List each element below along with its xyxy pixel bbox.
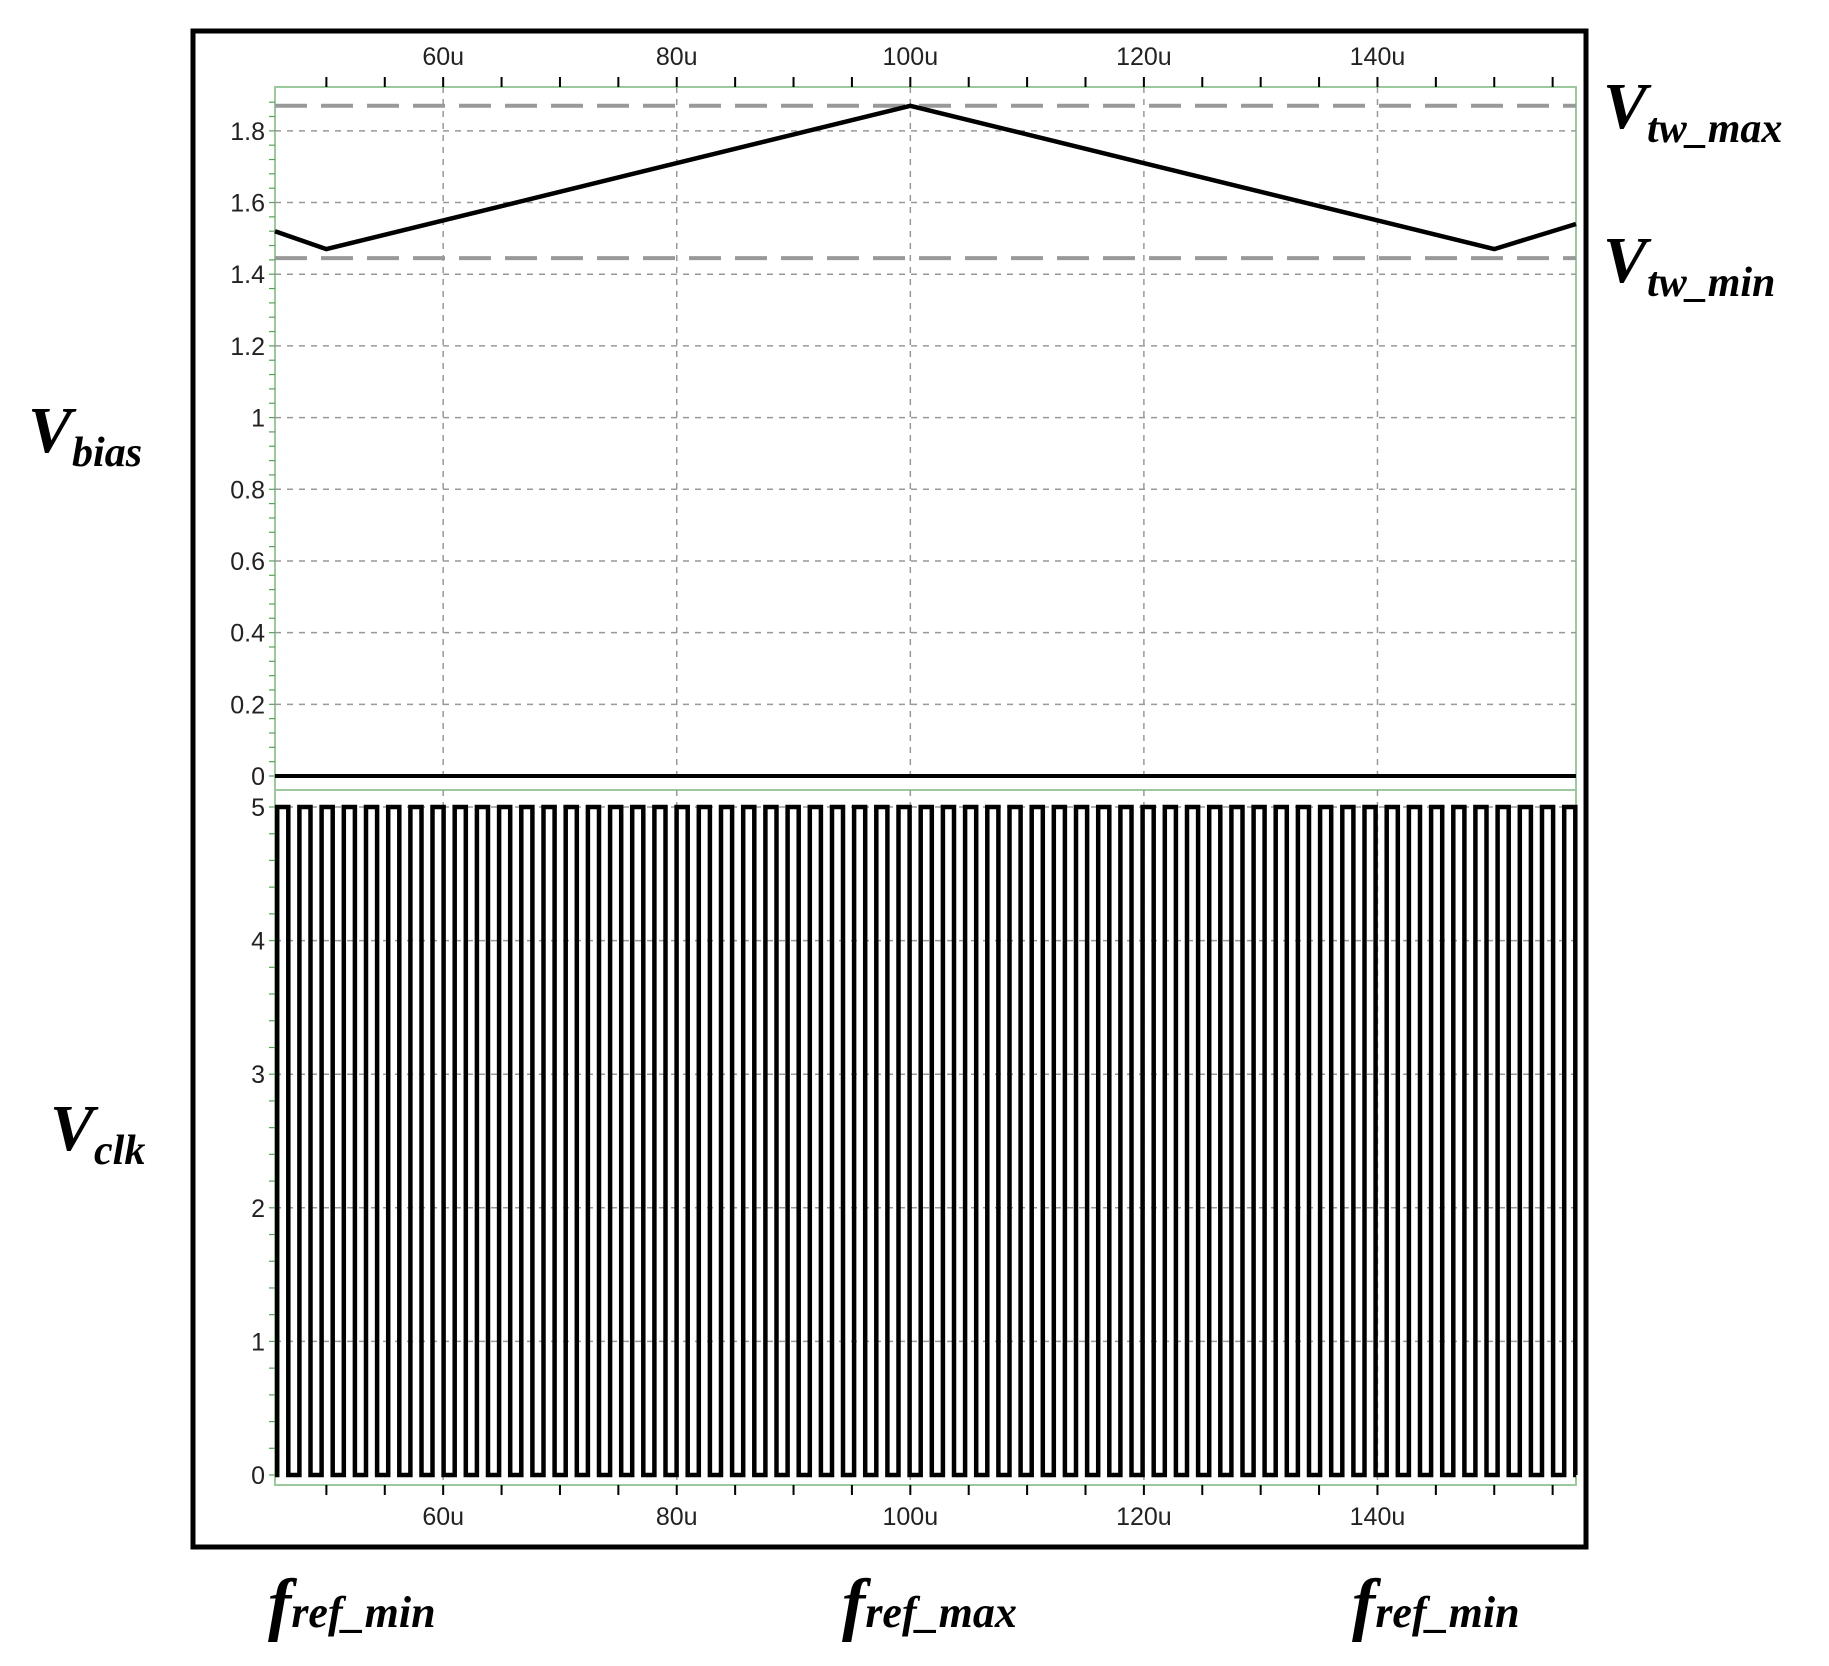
y-axis-ticks: 0 0.2 0.4 0.6 0.8 1 1.2 1.4 1.6 1.8 0 1 2 3 4 5 (230, 101, 275, 1490)
vclk-y-tick-label: 3 (251, 1061, 265, 1089)
vbias-y-tick-label: 1 (251, 405, 265, 433)
vclk-y-tick-label: 5 (251, 794, 265, 822)
vbias-y-tick-label: 1.8 (230, 118, 265, 146)
fref-min-right-label: fref_min (1352, 1566, 1520, 1643)
vbias-y-tick-label: 0.6 (230, 548, 265, 576)
vbias-series-line (274, 103, 1577, 252)
vclk-y-tick-label: 4 (251, 928, 265, 956)
bottom-x-tick-label: 120u (1116, 1503, 1172, 1531)
bottom-x-tick-label: 80u (656, 1503, 698, 1531)
vtw-min-label: Vtw_min (1603, 224, 1775, 306)
vclk-y-tick-label: 1 (251, 1328, 265, 1356)
fref-max-label: fref_max (842, 1566, 1017, 1643)
vclk-label: Vclk (50, 1092, 145, 1174)
top-x-tick-label: 60u (422, 43, 464, 71)
top-x-tick-label: 80u (656, 43, 698, 71)
bottom-x-tick-label: 140u (1350, 1503, 1406, 1531)
vbias-label: Vbias (28, 394, 142, 476)
bottom-x-tick-label: 100u (883, 1503, 939, 1531)
reference-lines (275, 103, 1576, 261)
vtw-max-label: Vtw_max (1603, 70, 1782, 152)
vbias-y-tick-label: 1.6 (230, 190, 265, 218)
top-x-tick-label: 120u (1116, 43, 1172, 71)
vbias-y-tick-label: 0.2 (230, 691, 265, 719)
vbias-y-tick-label: 0.4 (230, 620, 265, 648)
series-layer (274, 103, 1578, 1478)
vclk-series-line (274, 804, 1578, 1478)
vbias-y-tick-label: 0 (251, 763, 265, 791)
vclk-y-tick-label: 2 (251, 1195, 265, 1223)
x-axis-ticks: 60u 60u 80u 80u 100u 100u 120u 120u 140u 140u (325, 43, 1554, 1531)
top-x-tick-label: 140u (1350, 43, 1406, 71)
vbias-y-tick-label: 1.4 (230, 261, 265, 289)
vbias-y-tick-label: 1.2 (230, 333, 265, 361)
top-x-tick-label: 100u (883, 43, 939, 71)
bottom-x-tick-label: 60u (422, 1503, 464, 1531)
vbias-y-tick-label: 0.8 (230, 476, 265, 504)
vclk-y-tick-label: 0 (251, 1462, 265, 1490)
fref-min-left-label: fref_min (268, 1566, 436, 1643)
